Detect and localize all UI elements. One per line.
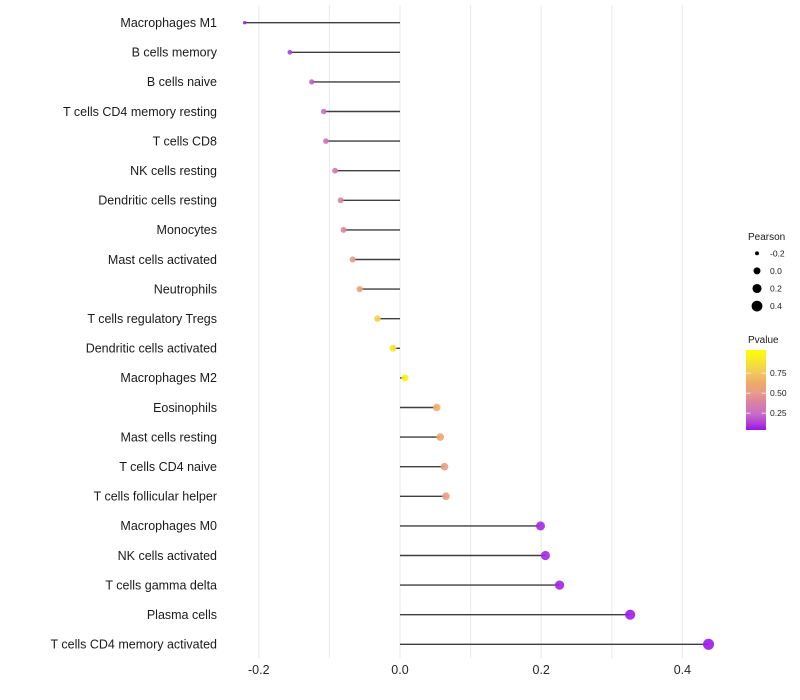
pearson-dot [535, 521, 546, 531]
lollipop-row: T cells CD4 memory resting [63, 105, 400, 119]
lollipop-row: T cells follicular helper [94, 490, 446, 504]
size-legend-label: 0.0 [770, 266, 782, 276]
x-tick-label: 0.2 [533, 663, 550, 677]
x-tick-label: -0.2 [248, 663, 270, 677]
lollipop-row: B cells memory [132, 46, 400, 60]
size-legend-label: 0.4 [770, 301, 782, 311]
pearson-dot [389, 344, 397, 352]
pearson-dot [702, 638, 715, 650]
pearson-dot [320, 108, 327, 115]
x-axis: -0.2 0.0 0.2 0.4 [248, 663, 691, 677]
size-legend-label: -0.2 [770, 248, 785, 258]
category-label: T cells CD4 naive [119, 460, 217, 474]
lollipop-row: Macrophages M0 [120, 519, 541, 533]
category-label: B cells naive [147, 75, 217, 89]
pearson-dot [436, 433, 445, 441]
pearson-dot [356, 285, 363, 293]
lollipop-row: Plasma cells [147, 608, 631, 622]
category-label: T cells gamma delta [105, 578, 217, 592]
lollipop-row: Macrophages M2 [120, 371, 405, 385]
pvalue-legend-title: Pvalue [748, 335, 779, 346]
lollipop-rows: Macrophages M1 B cells memory B cells naiv… [51, 16, 709, 652]
size-legend-label: 0.2 [770, 284, 782, 294]
lollipop-row: B cells naive [147, 75, 400, 89]
pearson-dot [242, 20, 247, 25]
pearson-legend-title: Pearson [748, 232, 785, 243]
pearson-dot [323, 138, 329, 144]
pearson-dot [309, 79, 315, 85]
lollipop-row: Neutrophils [154, 282, 400, 296]
pearson-dot [401, 374, 409, 382]
category-label: NK cells activated [118, 549, 217, 563]
size-legend-dot [753, 267, 761, 275]
lollipop-row: Macrophages M1 [120, 16, 400, 30]
pearson-dot [349, 256, 356, 263]
x-tick-label: 0.4 [674, 663, 691, 677]
size-legend-dot [752, 283, 762, 294]
gridlines [258, 5, 683, 658]
pvalue-gradient-bar [746, 350, 766, 430]
pearson-dot [554, 580, 565, 590]
pearson-dot [625, 609, 636, 620]
lollipop-row: T cells regulatory Tregs [87, 312, 400, 326]
category-label: Neutrophils [154, 282, 217, 296]
category-label: Macrophages M1 [120, 16, 217, 30]
pvalue-tick-label: 0.50 [770, 388, 787, 398]
category-label: T cells CD4 memory resting [63, 105, 217, 119]
pearson-dot [287, 49, 293, 55]
category-label: T cells follicular helper [94, 490, 217, 504]
pearson-dot [442, 492, 450, 501]
category-label: T cells regulatory Tregs [87, 312, 217, 326]
pearson-dot [340, 226, 347, 233]
category-label: Dendritic cells activated [86, 342, 217, 356]
category-label: Dendritic cells resting [98, 194, 217, 208]
category-label: Macrophages M0 [120, 519, 217, 533]
lollipop-row: T cells gamma delta [105, 578, 560, 592]
pearson-dot [374, 315, 381, 323]
x-tick-label: 0.0 [391, 663, 408, 677]
lollipop-row: NK cells activated [118, 549, 546, 563]
lollipop-row: T cells CD8 [153, 134, 400, 148]
lollipop-row: Monocytes [157, 223, 400, 237]
lollipop-row: Mast cells resting [120, 430, 441, 444]
category-label: T cells CD8 [153, 134, 217, 148]
category-label: T cells CD4 memory activated [51, 638, 218, 652]
lollipop-row: Mast cells activated [108, 253, 400, 267]
category-label: B cells memory [132, 46, 218, 60]
lollipop-row: T cells CD4 memory activated [51, 638, 709, 652]
category-label: Macrophages M2 [120, 371, 217, 385]
pearson-dot [540, 550, 551, 561]
category-label: Plasma cells [147, 608, 217, 622]
pearson-dot [440, 462, 449, 471]
lollipop-row: NK cells resting [130, 164, 400, 178]
pearson-dot [332, 167, 338, 174]
pvalue-tick-label: 0.25 [770, 408, 787, 418]
pearson-size-legend: Pearson -0.2 0.0 0.2 0.4 [748, 232, 785, 312]
size-legend-dot [755, 251, 759, 256]
category-label: Mast cells resting [120, 430, 217, 444]
lollipop-row: Dendritic cells activated [86, 342, 400, 356]
dots [242, 20, 715, 650]
category-label: Monocytes [157, 223, 217, 237]
lollipop-row: Eosinophils [153, 401, 437, 415]
lollipop-row: T cells CD4 naive [119, 460, 445, 474]
size-legend-dot [751, 300, 763, 312]
category-label: Eosinophils [153, 401, 217, 415]
pvalue-color-legend: Pvalue 0.75 0.50 0.25 [746, 335, 787, 430]
pearson-dot [432, 403, 441, 412]
pvalue-tick-label: 0.75 [770, 368, 787, 378]
lollipop-row: Dendritic cells resting [98, 194, 400, 208]
category-label: NK cells resting [130, 164, 217, 178]
category-label: Mast cells activated [108, 253, 217, 267]
pearson-dot [337, 197, 344, 204]
